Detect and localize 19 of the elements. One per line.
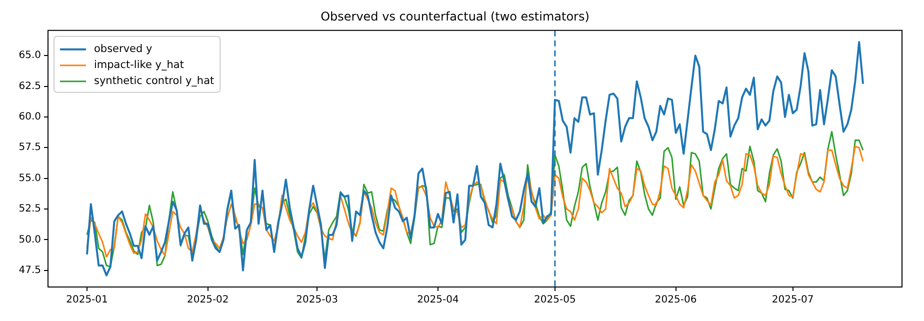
y-tick-label: 55.0 bbox=[18, 172, 41, 184]
y-tick-label: 60.0 bbox=[18, 112, 41, 123]
legend-label: synthetic control y_hat bbox=[94, 75, 214, 88]
legend-label: observed y bbox=[94, 43, 152, 56]
y-tick-label: 52.5 bbox=[18, 204, 41, 215]
y-tick-label: 62.5 bbox=[18, 80, 41, 92]
x-tick-label: 2025-01 bbox=[66, 294, 108, 306]
x-tick-label: 2025-04 bbox=[417, 294, 459, 306]
legend-label: impact-like y_hat bbox=[94, 59, 184, 72]
y-tick-label: 65.0 bbox=[18, 50, 41, 62]
y-tick-label: 57.5 bbox=[18, 142, 41, 154]
x-tick-label: 2025-07 bbox=[772, 294, 814, 306]
chart-title: Observed vs counterfactual (two estimators) bbox=[320, 9, 590, 24]
y-tick-label: 50.0 bbox=[18, 234, 41, 246]
x-tick-label: 2025-02 bbox=[186, 294, 229, 306]
y-tick-label: 47.5 bbox=[18, 265, 41, 276]
x-tick-label: 2025-03 bbox=[296, 294, 338, 306]
x-tick-label: 2025-05 bbox=[534, 294, 576, 306]
x-tick-label: 2025-06 bbox=[654, 294, 697, 306]
